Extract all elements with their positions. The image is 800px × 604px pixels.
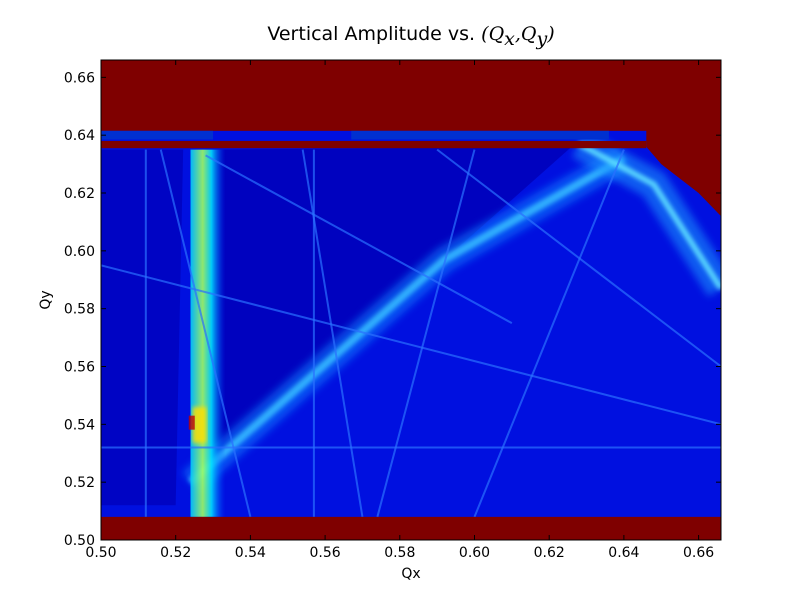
x-axis-label: Qx <box>401 566 420 582</box>
x-tick-label: 0.54 <box>235 545 266 561</box>
heat-saturated-band <box>101 140 647 149</box>
y-axis: 0.50 0.52 0.54 0.56 0.58 0.60 0.62 0.64 0.66 <box>64 70 721 549</box>
x-tick-label: 0.52 <box>160 545 191 561</box>
y-tick-label: 0.66 <box>64 70 95 86</box>
y-tick-label: 0.64 <box>64 128 95 144</box>
y-axis-label: Qy <box>38 290 54 309</box>
heat-saturated-top <box>101 60 721 131</box>
x-tick-label: 0.66 <box>683 545 714 561</box>
x-tick-label: 0.60 <box>459 545 490 561</box>
heat-saturated-corner <box>646 60 721 217</box>
heat-thin-blue <box>351 130 609 140</box>
x-tick-label: 0.56 <box>310 545 341 561</box>
plot-frame <box>100 59 722 541</box>
y-tick-label: 0.58 <box>64 302 95 318</box>
y-tick-label: 0.60 <box>64 244 95 260</box>
heat-resonance-line <box>301 149 364 518</box>
heat-yellow-spot <box>192 406 207 443</box>
heat-resonance-line <box>436 148 721 368</box>
x-tick-label: 0.62 <box>534 545 565 561</box>
heatmap-image <box>101 60 721 540</box>
x-tick-label: 0.64 <box>608 545 639 561</box>
heat-red-spot <box>188 415 195 430</box>
x-axis: 0.50 0.52 0.54 0.56 0.58 0.60 0.62 0.64 0.66 <box>85 60 714 561</box>
heat-resonance-line <box>101 264 721 426</box>
y-tick-label: 0.56 <box>64 360 95 376</box>
heat-dark-left <box>101 149 184 506</box>
heat-thin-blue <box>101 130 214 140</box>
heat-right-ridge <box>577 141 721 291</box>
heat-vertical-band <box>190 149 226 517</box>
heat-resonance-line <box>376 149 476 518</box>
x-tick-label: 0.50 <box>85 545 116 561</box>
chart-title: Vertical Amplitude vs. (Qx,Qy) <box>267 23 554 50</box>
heat-resonance-line <box>159 149 252 518</box>
x-tick-label: 0.58 <box>384 545 415 561</box>
y-tick-label: 0.62 <box>64 186 95 202</box>
heat-resonance-line <box>205 154 513 325</box>
plot-area <box>101 60 721 540</box>
y-tick-label: 0.52 <box>64 475 95 491</box>
y-tick-label: 0.50 <box>64 533 95 549</box>
heat-resonance-line <box>473 149 625 518</box>
y-tick-label: 0.54 <box>64 417 95 433</box>
heat-saturated-bottom <box>101 516 721 540</box>
